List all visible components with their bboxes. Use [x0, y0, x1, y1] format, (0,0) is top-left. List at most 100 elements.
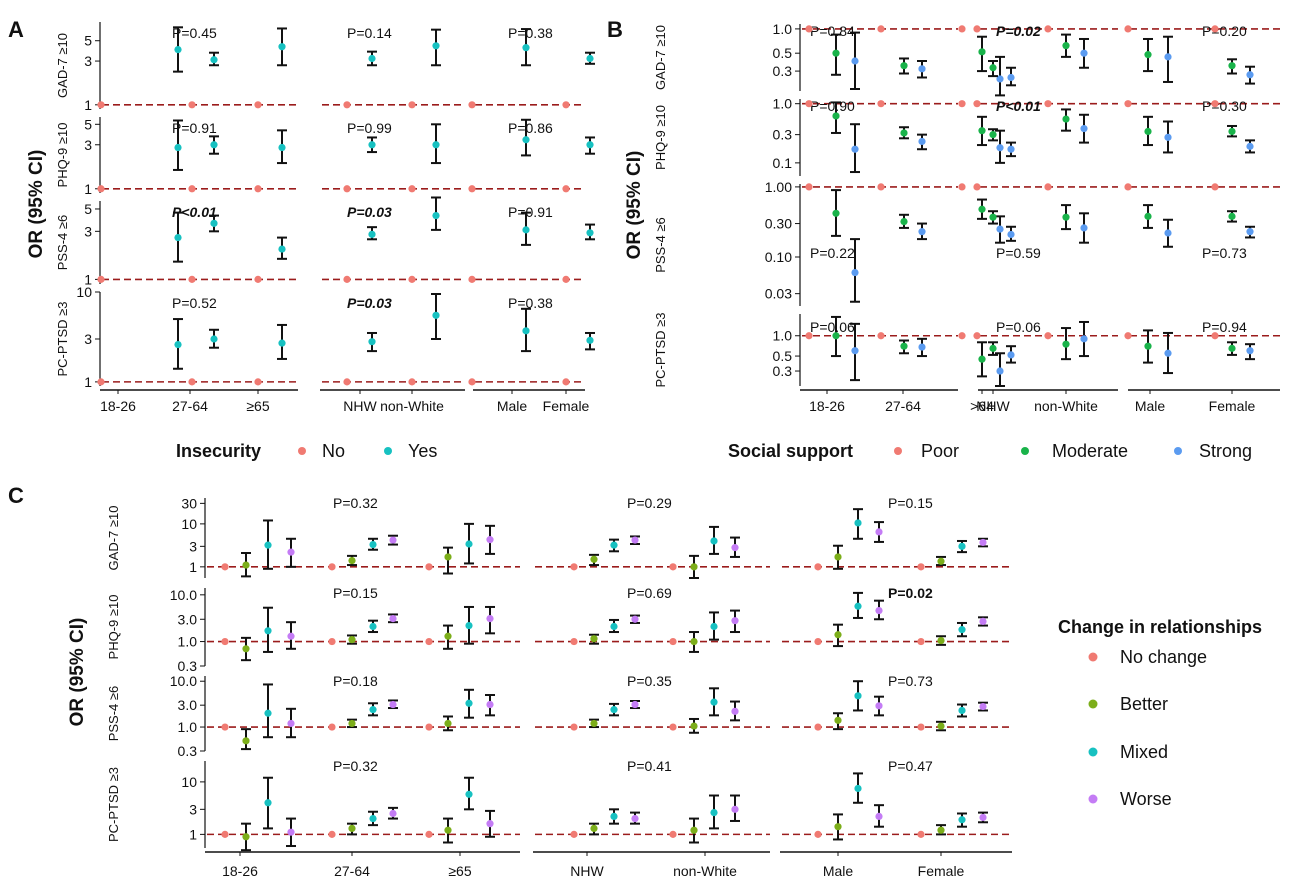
x-tick-label: NHW	[570, 863, 604, 879]
x-tick-label: NHW	[976, 398, 1010, 414]
data-point	[432, 312, 439, 319]
y-tick-label: 30	[181, 495, 197, 511]
legend-entry: No	[322, 441, 345, 461]
data-point	[989, 214, 996, 221]
panel-B: BOR (95% CI)GAD-7 ≥10 0.30.51.0 P=0.84 P=0.…	[607, 17, 1280, 461]
data-point	[1246, 71, 1253, 78]
data-point	[590, 635, 597, 642]
data-point	[979, 539, 986, 546]
facet-row: PSS-4 ≥60.030.100.301.00P=0.22 P=0.59 P=0.…	[653, 179, 1280, 306]
reference-point	[408, 185, 415, 192]
data-point	[1164, 350, 1171, 357]
reference-point	[917, 723, 924, 730]
p-value-label: P=0.03	[347, 204, 392, 220]
row-label: PSS-4 ≥6	[55, 215, 70, 271]
legend-marker	[298, 447, 306, 455]
data-point	[1144, 51, 1151, 58]
p-value-label: P=0.14	[347, 25, 392, 41]
data-point	[610, 623, 617, 630]
data-point	[1007, 74, 1014, 81]
y-tick-label: 1.0	[773, 96, 793, 112]
data-point	[854, 785, 861, 792]
data-point	[444, 633, 451, 640]
panel-letter: C	[8, 483, 24, 508]
reference-point	[917, 638, 924, 645]
data-point	[875, 607, 882, 614]
y-tick-label: 0.3	[773, 127, 793, 143]
x-tick-label: Male	[823, 863, 854, 879]
reference-point	[877, 25, 884, 32]
reference-point	[328, 638, 335, 645]
facet-row: PC-PTSD ≥3 0.30.51.0P=0.06 P=0.06 P=0.94	[653, 312, 1280, 387]
reference-point	[1044, 332, 1051, 339]
reference-point	[669, 723, 676, 730]
reference-point	[254, 185, 261, 192]
reference-point	[814, 563, 821, 570]
y-tick-label: 1	[189, 559, 197, 575]
y-axis-label: OR (95% CI)	[67, 618, 88, 727]
data-point	[264, 627, 271, 634]
row-label: GAD-7 ≥10	[653, 25, 668, 90]
reference-point	[468, 101, 475, 108]
data-point	[610, 706, 617, 713]
data-point	[1080, 125, 1087, 132]
y-tick-label: 3	[84, 223, 92, 239]
reference-point	[1044, 25, 1051, 32]
data-point	[1228, 62, 1235, 69]
x-tick-label: ≥65	[246, 398, 269, 414]
data-point	[958, 543, 965, 550]
facet-row: PHQ-9 ≥10 0.10.31.0 P=0.90 P<0.01 P=0.30	[653, 96, 1280, 176]
p-value-label: P=0.84	[810, 23, 855, 39]
panel-letter: B	[607, 17, 623, 42]
reference-point	[973, 100, 980, 107]
data-point	[586, 55, 593, 62]
reference-point	[669, 638, 676, 645]
reference-point	[973, 25, 980, 32]
reference-point	[814, 638, 821, 645]
data-point	[690, 638, 697, 645]
data-point	[1246, 228, 1253, 235]
data-point	[522, 44, 529, 51]
reference-point	[805, 25, 812, 32]
data-point	[631, 616, 638, 623]
data-point	[210, 56, 217, 63]
data-point	[918, 138, 925, 145]
data-point	[1246, 347, 1253, 354]
data-point	[1062, 341, 1069, 348]
x-axis: 18-26 27-64 >64NHW non-White Male Female	[800, 390, 1280, 414]
data-point	[242, 737, 249, 744]
row-label: PSS-4 ≥6	[653, 217, 668, 273]
data-point	[1007, 351, 1014, 358]
data-point	[278, 245, 285, 252]
data-point	[978, 356, 985, 363]
data-point	[1144, 213, 1151, 220]
reference-point	[562, 185, 569, 192]
data-point	[610, 542, 617, 549]
p-value-label: P=0.73	[1202, 245, 1247, 261]
data-point	[278, 144, 285, 151]
y-tick-label: 0.3	[773, 63, 793, 79]
data-point	[710, 809, 717, 816]
data-point	[918, 228, 925, 235]
x-axis: 18-26 27-64 ≥65 NHW non-White Male Female	[100, 390, 590, 414]
data-point	[368, 55, 375, 62]
reference-point	[570, 638, 577, 645]
data-point	[287, 633, 294, 640]
data-point	[348, 636, 355, 643]
reference-point	[917, 563, 924, 570]
data-point	[1228, 345, 1235, 352]
data-point	[389, 615, 396, 622]
reference-point	[814, 723, 821, 730]
data-point	[486, 536, 493, 543]
p-value-label: P=0.02	[996, 23, 1041, 39]
y-axis-label: OR (95% CI)	[624, 151, 645, 260]
reference-point	[1044, 100, 1051, 107]
y-tick-label: 1	[84, 97, 92, 113]
data-point	[875, 528, 882, 535]
reference-point	[1124, 25, 1131, 32]
p-value-label: P=0.99	[347, 120, 392, 136]
data-point	[900, 129, 907, 136]
data-point	[465, 540, 472, 547]
y-tick-label: 0.3	[178, 743, 198, 759]
